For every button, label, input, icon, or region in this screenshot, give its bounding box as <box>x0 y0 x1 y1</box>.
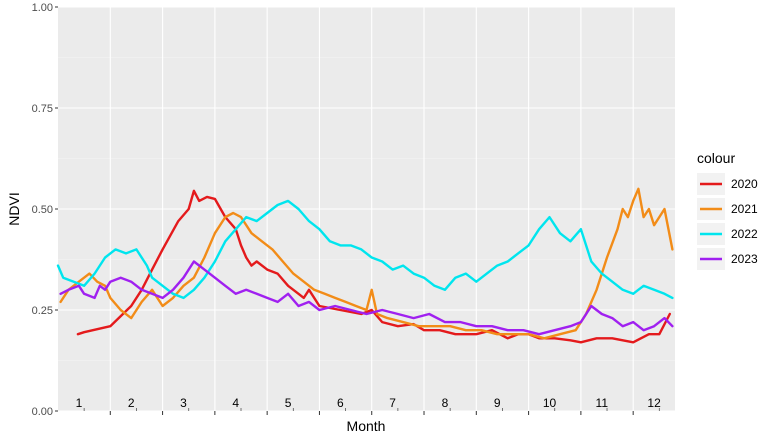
month-label: 2 <box>128 396 135 410</box>
series-line-2023 <box>59 260 674 336</box>
y-tick-label: 0.75 <box>32 103 53 115</box>
grid-lines <box>58 6 675 412</box>
y-tick-label: 0.25 <box>32 305 53 317</box>
month-label: 5 <box>285 396 292 410</box>
month-label: 10 <box>543 396 557 410</box>
y-tick-label: 1.00 <box>32 2 53 14</box>
legend-label-2020: 2020 <box>731 177 758 191</box>
month-label: 7 <box>389 396 396 410</box>
month-label: 1 <box>76 396 83 410</box>
legend: colour 2020 2021 2022 2023 <box>697 150 758 270</box>
month-label: 12 <box>647 396 661 410</box>
month-label: 6 <box>337 396 344 410</box>
legend-label-2021: 2021 <box>731 202 758 216</box>
month-label: 8 <box>442 396 449 410</box>
legend-label-2022: 2022 <box>731 227 758 241</box>
legend-items: 2020 2021 2022 2023 <box>697 173 758 270</box>
series-line-2021 <box>59 187 674 340</box>
month-label: 11 <box>596 396 609 410</box>
axes: 0.000.250.500.751.001 2 3 4 5 6 7 8 9 10 11 12 <box>32 2 662 418</box>
legend-title: colour <box>697 150 735 166</box>
y-tick-label: 0.50 <box>32 204 53 216</box>
series-line-2022 <box>56 199 674 300</box>
month-label: 9 <box>494 396 501 410</box>
month-label: 3 <box>180 396 187 410</box>
x-axis-title: Month <box>347 418 386 434</box>
y-axis-title: NDVI <box>6 192 22 225</box>
month-label: 4 <box>232 396 239 410</box>
series-lines <box>56 187 674 344</box>
y-tick-label: 0.00 <box>32 406 53 418</box>
legend-label-2023: 2023 <box>731 252 758 266</box>
